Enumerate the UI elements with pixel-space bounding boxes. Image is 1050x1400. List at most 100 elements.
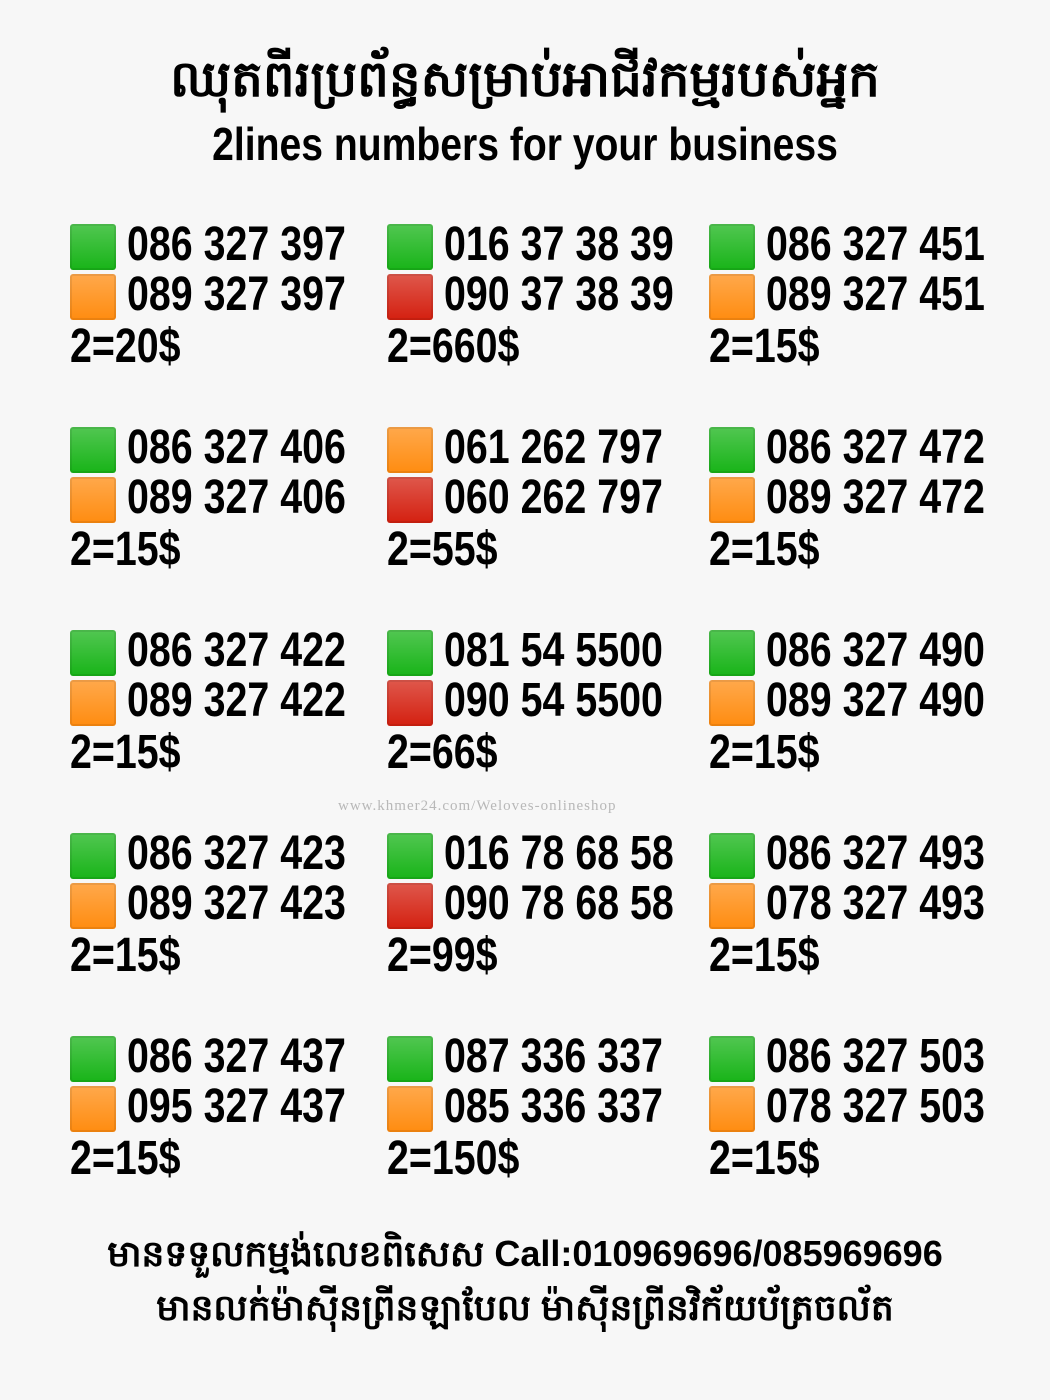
red-square-icon	[387, 477, 433, 523]
phone-number: 086 327 503	[766, 1030, 985, 1083]
phone-line: 090 37 38 39	[387, 270, 674, 322]
phone-line: 086 327 490	[709, 626, 985, 678]
price-label: 2=55$	[387, 523, 498, 576]
number-set: 086 327 397 089 327 397 2=20$	[70, 218, 390, 382]
number-set: 086 327 490 089 327 490 2=15$	[709, 626, 1029, 788]
phone-number: 086 327 493	[766, 827, 985, 880]
phone-number: 061 262 797	[444, 421, 663, 474]
price-label: 2=20$	[70, 320, 181, 373]
price-label: 2=15$	[70, 1132, 181, 1185]
phone-number: 060 262 797	[444, 471, 663, 524]
phone-line: 087 336 337	[387, 1032, 663, 1084]
orange-square-icon	[709, 1086, 755, 1132]
phone-number: 089 327 422	[127, 674, 346, 727]
price-label: 2=150$	[387, 1132, 520, 1185]
price-label: 2=99$	[387, 929, 498, 982]
price-label: 2=15$	[709, 726, 820, 779]
phone-number: 086 327 490	[766, 624, 985, 677]
green-square-icon	[709, 224, 755, 270]
phone-line: 089 327 472	[709, 473, 985, 525]
phone-line: 081 54 5500	[387, 626, 663, 678]
number-set: 086 327 422 089 327 422 2=15$	[70, 626, 390, 788]
phone-line: 086 327 451	[709, 220, 985, 272]
number-set: 016 37 38 39 090 37 38 39 2=660$	[387, 220, 707, 382]
number-set: 086 327 472 089 327 472 2=15$	[709, 423, 1029, 585]
price-label: 2=15$	[709, 320, 820, 373]
green-square-icon	[709, 427, 755, 473]
orange-square-icon	[70, 680, 116, 726]
phone-number: 090 54 5500	[444, 674, 663, 727]
number-set: 086 327 503 078 327 503 2=15$	[709, 1032, 1029, 1194]
footer-services: មានលក់ម៉ាស៊ីនព្រីនឡាបែល ម៉ាស៊ីនព្រីនវិក័…	[156, 1287, 894, 1328]
phone-line: 060 262 797	[387, 473, 663, 525]
phone-number: 089 327 490	[766, 674, 985, 727]
phone-number: 016 78 68 58	[444, 827, 674, 880]
phone-line: 089 327 397	[70, 270, 346, 322]
phone-line: 089 327 406	[70, 473, 346, 525]
orange-square-icon	[387, 427, 433, 473]
price-label: 2=15$	[709, 1132, 820, 1185]
number-set: 087 336 337 085 336 337 2=150$	[387, 1032, 707, 1194]
footer-contact: មានទទួលកម្មង់លេខពិសេស Call:010969696/085…	[107, 1233, 943, 1274]
number-set: 016 78 68 58 090 78 68 58 2=99$	[387, 827, 707, 991]
title-english: 2lines numbers for your business	[212, 118, 838, 170]
phone-line: 086 327 503	[709, 1032, 985, 1084]
phone-number: 086 327 397	[127, 218, 346, 271]
green-square-icon	[387, 833, 433, 879]
phone-number: 086 327 423	[127, 827, 346, 880]
red-square-icon	[387, 274, 433, 320]
phone-line: 086 327 422	[70, 626, 346, 678]
phone-line: 089 327 423	[70, 879, 346, 931]
phone-line: 086 327 437	[70, 1032, 346, 1084]
phone-number: 016 37 38 39	[444, 218, 674, 271]
phone-line: 086 327 472	[709, 423, 985, 475]
phone-number: 078 327 503	[766, 1080, 985, 1133]
phone-number: 078 327 493	[766, 877, 985, 930]
price-label: 2=660$	[387, 320, 520, 373]
number-set: 086 327 423 089 327 423 2=15$	[70, 829, 390, 991]
price-label: 2=15$	[709, 929, 820, 982]
phone-number: 086 327 451	[766, 218, 985, 271]
orange-square-icon	[70, 477, 116, 523]
phone-number: 085 336 337	[444, 1080, 663, 1133]
red-square-icon	[387, 680, 433, 726]
number-set: 086 327 406 089 327 406 2=15$	[70, 421, 390, 585]
price-label: 2=15$	[70, 523, 181, 576]
phone-number: 090 78 68 58	[444, 877, 674, 930]
phone-line: 095 327 437	[70, 1082, 346, 1134]
price-label: 2=15$	[70, 929, 181, 982]
phone-number: 089 327 406	[127, 471, 346, 524]
number-set: 086 327 451 089 327 451 2=15$	[709, 220, 1029, 382]
phone-line: 078 327 503	[709, 1082, 985, 1134]
phone-number: 086 327 406	[127, 421, 346, 474]
phone-line: 086 327 493	[709, 829, 985, 881]
orange-square-icon	[387, 1086, 433, 1132]
green-square-icon	[709, 630, 755, 676]
green-square-icon	[709, 833, 755, 879]
number-set: 086 327 437 095 327 437 2=15$	[70, 1032, 390, 1194]
price-label: 2=15$	[70, 726, 181, 779]
green-square-icon	[70, 224, 116, 270]
green-square-icon	[709, 1036, 755, 1082]
watermark: www.khmer24.com/Weloves-onlineshop	[338, 798, 617, 814]
orange-square-icon	[70, 274, 116, 320]
phone-line: 086 327 423	[70, 829, 346, 881]
phone-number: 090 37 38 39	[444, 268, 674, 321]
phone-line: 061 262 797	[387, 423, 663, 475]
phone-line: 089 327 422	[70, 676, 346, 728]
phone-line: 016 37 38 39	[387, 220, 674, 272]
phone-number: 086 327 437	[127, 1030, 346, 1083]
phone-line: 090 54 5500	[387, 676, 663, 728]
green-square-icon	[70, 833, 116, 879]
number-set: 086 327 493 078 327 493 2=15$	[709, 829, 1029, 991]
phone-number: 089 327 472	[766, 471, 985, 524]
phone-line: 089 327 490	[709, 676, 985, 728]
orange-square-icon	[709, 274, 755, 320]
red-square-icon	[387, 883, 433, 929]
orange-square-icon	[709, 883, 755, 929]
green-square-icon	[70, 1036, 116, 1082]
phone-number: 089 327 397	[127, 268, 346, 321]
green-square-icon	[387, 224, 433, 270]
number-set: 061 262 797 060 262 797 2=55$	[387, 423, 707, 585]
orange-square-icon	[70, 883, 116, 929]
